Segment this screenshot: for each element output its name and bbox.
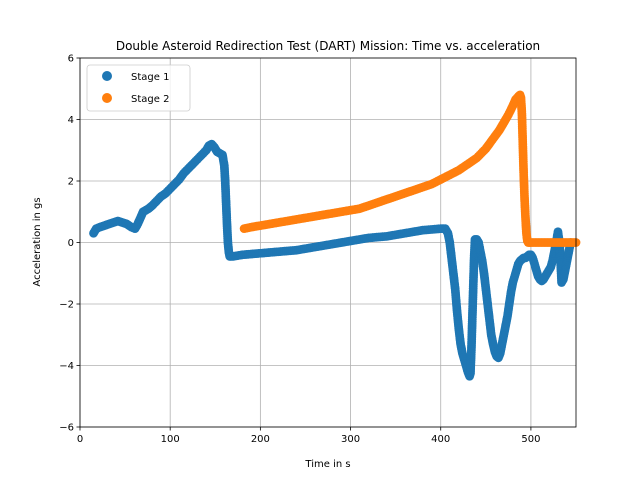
y-tick-label: 6 [68, 54, 74, 65]
legend-label-stage-1: Stage 1 [131, 72, 169, 83]
legend-box [86, 64, 191, 112]
y-tick-label: −2 [59, 300, 74, 311]
y-tick-label: 4 [68, 115, 74, 126]
y-tick-label: −6 [59, 423, 74, 434]
series-2-points [239, 90, 581, 247]
series-1-points [89, 139, 575, 381]
legend: Stage 1 Stage 2 [86, 64, 191, 112]
x-tick-label: 100 [161, 434, 180, 445]
x-tick-label: 0 [77, 434, 83, 445]
x-tick-label: 500 [521, 434, 540, 445]
scatter-points [89, 90, 581, 381]
axis-ticks: 0 100 200 300 400 500 −6 −4 −2 0 2 4 6 [59, 54, 540, 446]
x-axis-label: Time in s [304, 459, 350, 470]
x-tick-label: 200 [251, 434, 270, 445]
x-tick-label: 300 [341, 434, 360, 445]
y-tick-label: −4 [59, 361, 74, 372]
legend-marker-stage-2 [102, 93, 112, 103]
y-axis-label: Acceleration in gs [32, 197, 43, 286]
legend-label-stage-2: Stage 2 [131, 94, 169, 105]
y-tick-label: 0 [68, 238, 74, 249]
y-tick-label: 2 [68, 177, 74, 188]
x-tick-label: 400 [431, 434, 450, 445]
chart-title: Double Asteroid Redirection Test (DART) … [116, 39, 540, 53]
legend-marker-stage-1 [102, 71, 112, 81]
